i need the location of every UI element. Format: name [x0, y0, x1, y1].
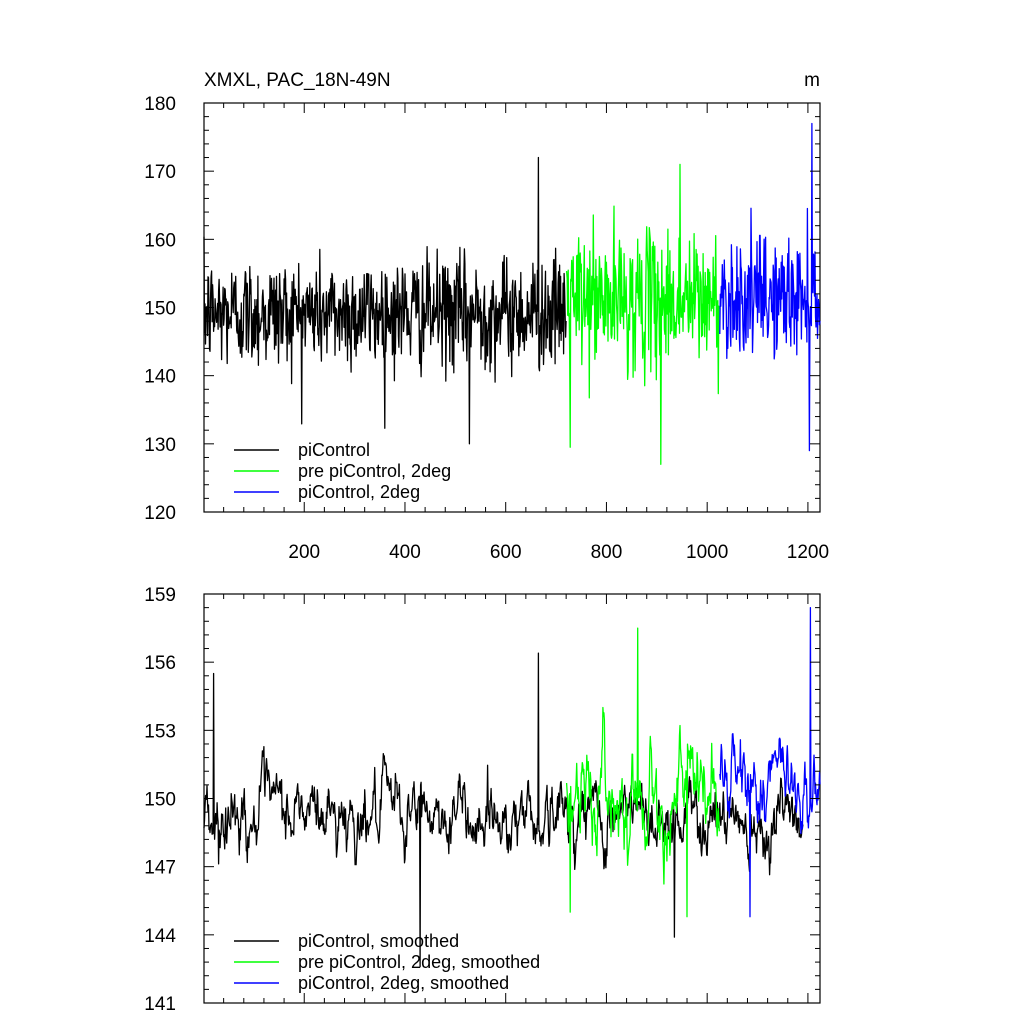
top-xtick-label: 200	[288, 542, 320, 563]
bottom-ytick-label: 141	[144, 994, 176, 1015]
bottom-legend-label: pre piControl, 2deg, smoothed	[298, 952, 540, 972]
bottom-ytick-label: 147	[144, 858, 176, 879]
bottom-legend-label: piControl, 2deg, smoothed	[298, 973, 509, 993]
top-ytick-label: 170	[144, 162, 176, 183]
top-legend-label: pre piControl, 2deg	[298, 461, 451, 481]
bottom-series-1	[565, 627, 720, 918]
top-legend-label: piControl, 2deg	[298, 482, 420, 502]
bottom-ytick-label: 156	[144, 653, 176, 674]
top-ytick-label: 160	[144, 230, 176, 251]
bottom-ytick-label: 153	[144, 721, 176, 742]
top-series-2	[719, 122, 821, 452]
bottom-series-0	[203, 652, 804, 968]
units-label: m	[804, 70, 820, 91]
top-panel: 120 130 140 150 160 170 180 200 400 600 800 1000 120…	[144, 94, 829, 563]
top-xtick-label: 400	[389, 542, 421, 563]
bottom-ytick-label: 159	[144, 585, 176, 606]
top-ytick-label: 140	[144, 367, 176, 388]
top-xtick-label: 800	[591, 542, 623, 563]
chart-title: XMXL, PAC_18N-49N	[204, 70, 391, 91]
top-series-1	[565, 163, 720, 465]
top-ytick-label: 150	[144, 299, 176, 320]
top-legend-label: piControl	[298, 440, 370, 460]
bottom-series-2	[719, 606, 821, 918]
bottom-panel: 141 144 147 150 153 156 159 piControl, smoothed…	[144, 585, 821, 1015]
top-xtick-label: 600	[490, 542, 522, 563]
top-xtick-label: 1200	[787, 542, 829, 563]
bottom-ytick-label: 144	[144, 926, 176, 947]
top-xtick-label: 1000	[686, 542, 728, 563]
bottom-legend-label: piControl, smoothed	[298, 931, 459, 951]
top-ytick-label: 130	[144, 435, 176, 456]
top-ytick-label: 180	[144, 94, 176, 115]
bottom-ytick-label: 150	[144, 790, 176, 811]
top-ytick-label: 120	[144, 503, 176, 524]
top-series-0	[203, 156, 567, 445]
